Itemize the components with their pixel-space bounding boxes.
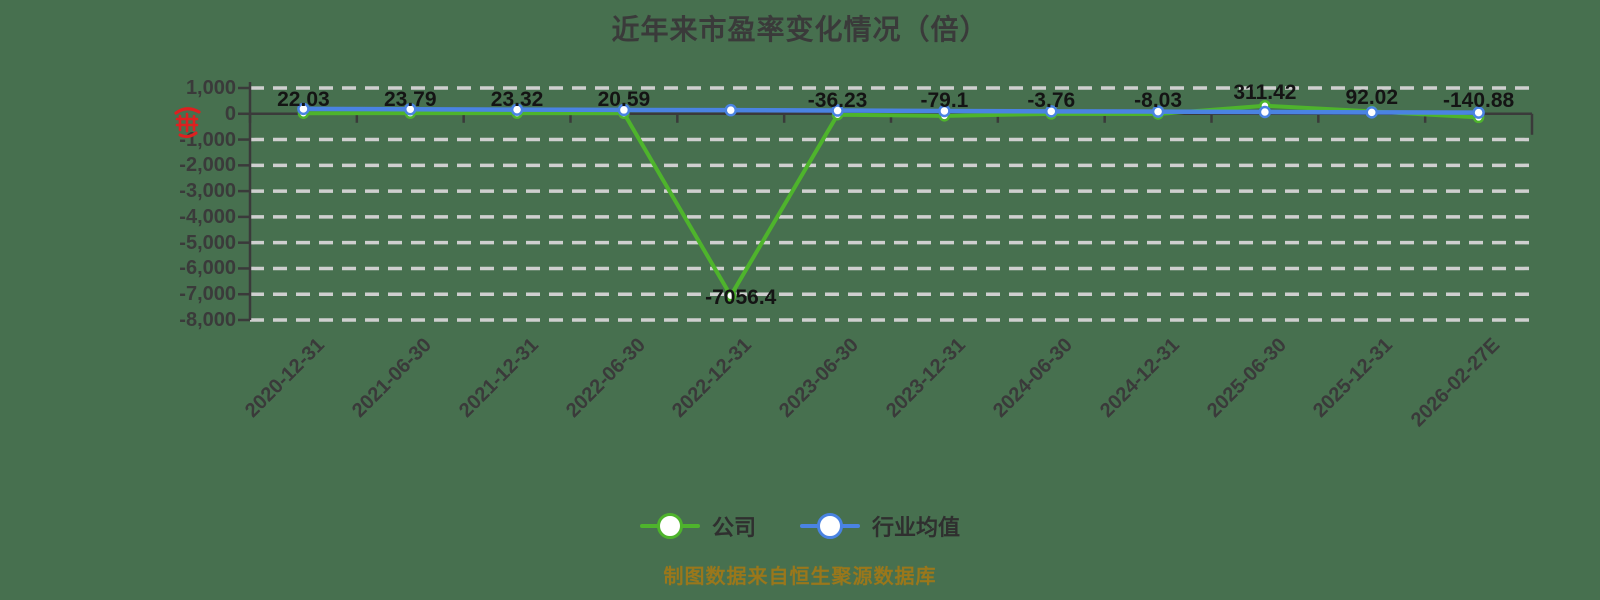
company-line-series	[297, 100, 1485, 302]
company-legend-marker	[639, 513, 700, 539]
data-label: -7056.4	[705, 285, 777, 309]
industry-average-point	[831, 104, 844, 117]
y-tick-label: 1,000	[185, 77, 236, 99]
data-label: 23.79	[383, 88, 437, 112]
industry-average-point	[297, 102, 310, 116]
data-label: 92.02	[1345, 86, 1399, 110]
legend-item-industry-average[interactable]: 行业均值	[800, 510, 960, 542]
data-label: 23.32	[490, 88, 544, 112]
company-legend-label: 公司	[711, 515, 756, 540]
y-tick-label: -5,000	[179, 231, 236, 254]
industry-average-point	[1045, 105, 1058, 118]
company-point	[725, 289, 737, 302]
industry-average-point	[1151, 105, 1165, 118]
data-label: 22.03	[277, 88, 330, 112]
industry-average-point	[404, 103, 417, 116]
industry-average-point	[1365, 106, 1378, 119]
data-label: -8.03	[1134, 88, 1183, 112]
gridlines	[250, 86, 1532, 322]
y-axis	[238, 82, 252, 322]
industry-average-line-series	[297, 102, 1485, 119]
data-label: -79.1	[920, 88, 969, 112]
y-tick-label: -3,000	[179, 180, 236, 203]
y-tick-label: -4,000	[179, 205, 236, 228]
data-label: -140.88	[1442, 88, 1515, 112]
data-label: -3.76	[1027, 88, 1076, 112]
y-tick-label: -6,000	[179, 257, 236, 280]
legend-item-company[interactable]: 公司	[639, 510, 756, 542]
industry-average-point	[1258, 105, 1272, 119]
y-tick-label: -7,000	[179, 283, 236, 306]
industry-average-point	[510, 103, 524, 116]
industry-average-point	[938, 104, 951, 118]
red-stamp-icon	[174, 107, 201, 139]
footer-note: 制图数据来自恒生聚源数据库	[663, 566, 937, 588]
data-label: -36.23	[807, 88, 868, 112]
industry-average-point	[724, 103, 737, 117]
data-label: 20.59	[597, 88, 651, 112]
y-tick-label: -8,000	[179, 309, 236, 331]
industry-average-legend-marker	[800, 513, 860, 539]
y-tick-label: 0	[224, 102, 236, 125]
industry-average-point	[1472, 106, 1485, 119]
y-tick-label: -1,000	[179, 128, 236, 151]
industry-average-point	[617, 103, 631, 117]
industry-average-legend-label: 行业均值	[872, 515, 961, 540]
y-tick-label: -2,000	[179, 154, 236, 177]
chart-title: 近年来市盈率变化情况（倍）	[611, 14, 989, 45]
legend: 公司 行业均值	[0, 510, 1600, 542]
data-label: 311.42	[1233, 80, 1297, 104]
